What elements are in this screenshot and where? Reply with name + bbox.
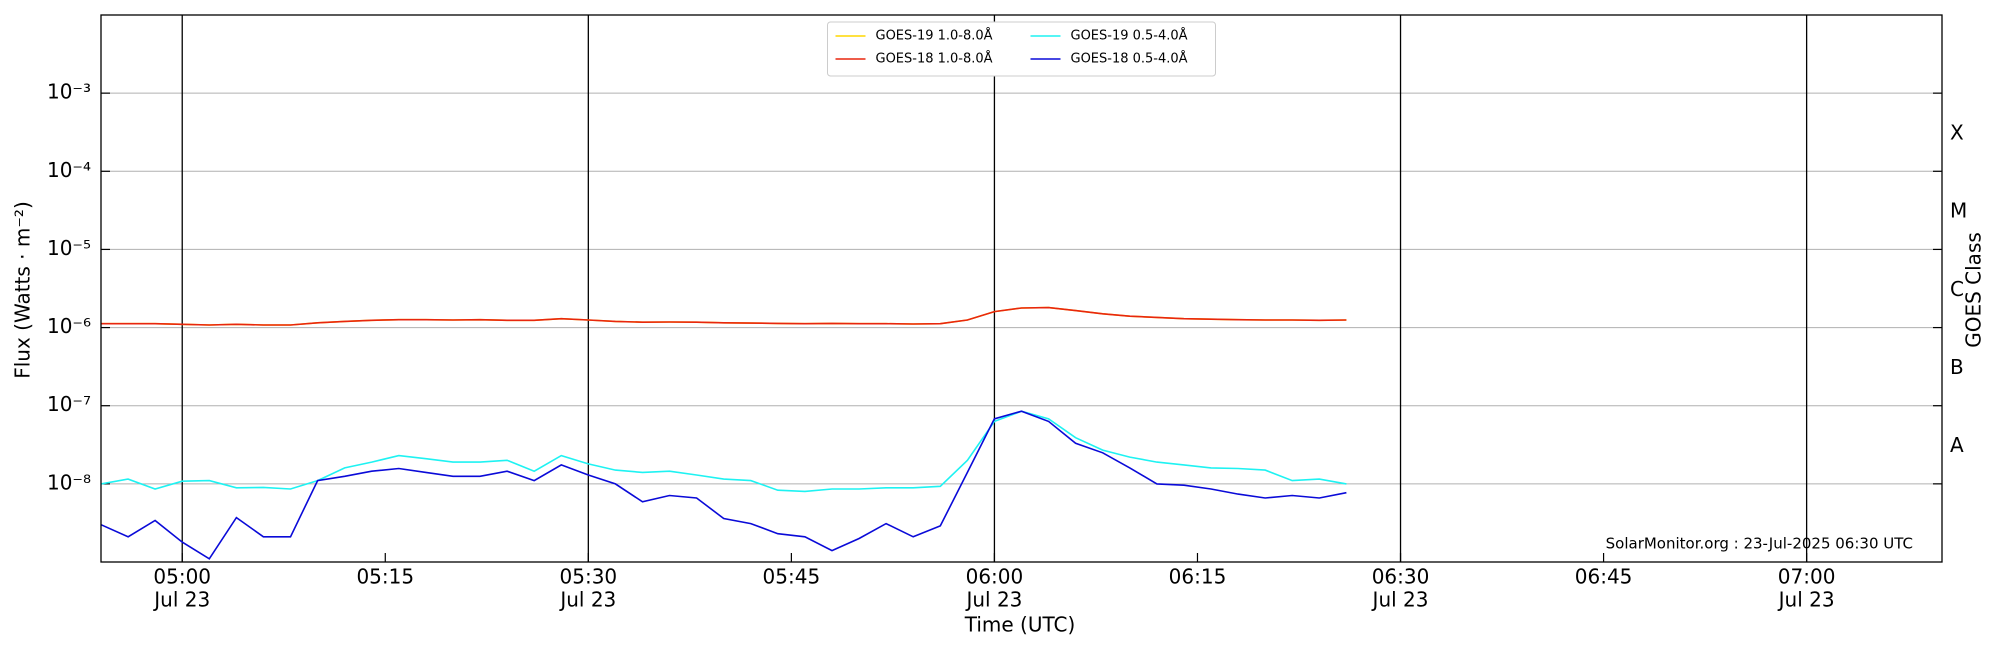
y-tick-label: 10⁻⁷ (47, 392, 91, 416)
annotation: SolarMonitor.org : 23-Jul-2025 06:30 UTC (1606, 535, 1913, 553)
y-axis-label: Flux (Watts · m⁻²) (11, 201, 35, 379)
y-tick-label: 10⁻⁵ (47, 236, 91, 260)
series-line (100, 410, 1347, 560)
y2-tick-label: A (1950, 433, 1964, 457)
x-tick-label: 05:30 (560, 565, 618, 589)
legend-label: GOES-18 0.5-4.0Å (1071, 51, 1188, 67)
y2-axis-label: GOES Class (1962, 232, 1986, 348)
y2-tick-label: X (1950, 121, 1964, 145)
x-tick-label: 06:30 (1372, 565, 1430, 589)
y-tick-label: 10⁻⁸ (47, 470, 91, 494)
x-tick-date: Jul 23 (1777, 588, 1835, 612)
y-tick-label: 10⁻³ (47, 80, 91, 104)
legend-label: GOES-19 1.0-8.0Å (876, 28, 993, 44)
legend-box (827, 21, 1216, 77)
x-axis-label: Time (UTC) (964, 613, 1076, 637)
series-line (100, 410, 1347, 493)
y2-tick-label: B (1950, 355, 1964, 379)
x-tick-label: 06:45 (1575, 565, 1633, 589)
y2-tick-label: M (1950, 199, 1967, 223)
y2-tick-label: C (1950, 277, 1964, 301)
x-tick-label: 06:15 (1169, 565, 1227, 589)
x-tick-date: Jul 23 (1371, 588, 1429, 612)
x-tick-label: 07:00 (1778, 565, 1836, 589)
legend-label: GOES-18 1.0-8.0Å (876, 51, 993, 67)
x-tick-date: Jul 23 (964, 588, 1022, 612)
x-tick-label: 05:00 (153, 565, 211, 589)
series-line (101, 306, 1347, 326)
x-tick-date: Jul 23 (152, 588, 210, 612)
plot-frame (100, 14, 1943, 563)
legend-label: GOES-19 0.5-4.0Å (1071, 28, 1188, 44)
y-tick-label: 10⁻⁶ (47, 314, 91, 338)
y-tick-label: 10⁻⁴ (47, 158, 91, 182)
x-tick-label: 05:15 (356, 565, 414, 589)
x-tick-label: 05:45 (763, 565, 821, 589)
x-tick-date: Jul 23 (558, 588, 616, 612)
x-tick-label: 06:00 (966, 565, 1024, 589)
